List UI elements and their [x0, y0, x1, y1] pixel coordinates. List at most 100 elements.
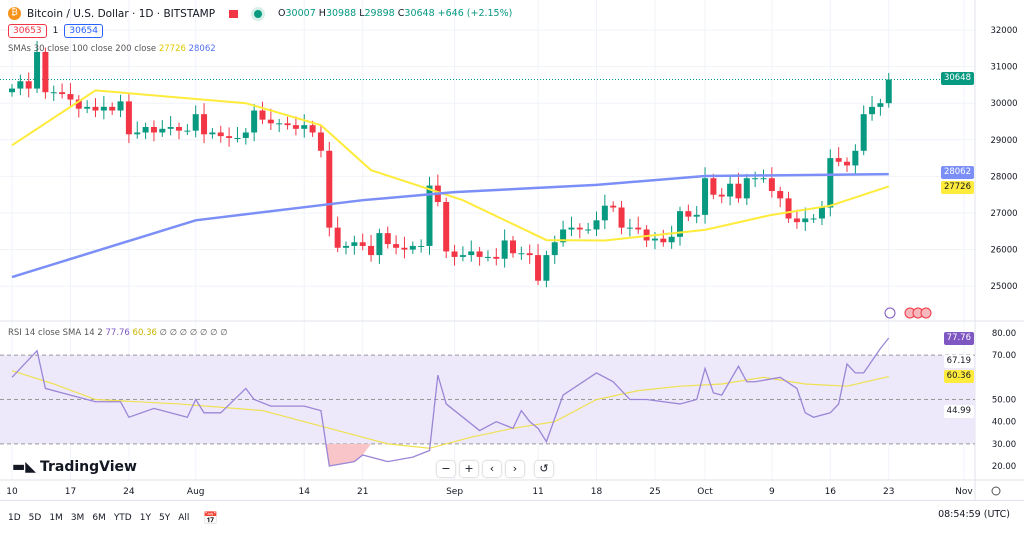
sell-button[interactable]: 30653	[8, 24, 47, 38]
candle-body	[59, 92, 66, 95]
candle-body	[618, 207, 625, 228]
scroll-right-button[interactable]: ›	[506, 461, 524, 477]
candle-body	[844, 161, 850, 166]
candle-body	[760, 178, 767, 180]
chart-canvas[interactable]: 10 17 24 Aug 14 21 Sep 11 18 25 Oct 9 16 23 Nov 25000 26…	[0, 0, 1024, 500]
candle-body	[710, 178, 717, 195]
price-tick-label: 28000	[990, 172, 1017, 182]
candle-body	[209, 132, 216, 135]
timeframe-5d[interactable]: 5D	[28, 512, 42, 523]
candle-body	[292, 125, 299, 129]
candle-body	[426, 185, 433, 246]
candle-body	[543, 255, 550, 281]
x-tick-label: 10	[6, 487, 18, 497]
earnings-icon	[920, 307, 932, 319]
candle-body	[284, 123, 291, 126]
timeframe-ytd[interactable]: YTD	[113, 512, 132, 523]
candle-body	[167, 126, 174, 129]
x-tick-label: Oct	[697, 487, 713, 497]
event-icon	[884, 307, 896, 319]
x-tick-label: 18	[591, 487, 603, 497]
timeframe-1d[interactable]: 1D	[8, 512, 21, 523]
rsi-legend[interactable]: RSI 14 close SMA 14 2 77.76 60.36 ∅ ∅ ∅ …	[8, 328, 228, 338]
candle-body	[25, 81, 32, 89]
candle-body	[677, 211, 683, 237]
candle-body	[768, 178, 775, 192]
candle-body	[568, 227, 575, 230]
zoom-out-button[interactable]: −	[437, 461, 455, 477]
candle-body	[626, 227, 633, 229]
candle-body	[518, 253, 525, 255]
candle-body	[601, 205, 608, 221]
candle-body	[276, 123, 283, 125]
candle-body	[301, 125, 308, 129]
candle-body	[117, 101, 124, 111]
candle-body	[702, 178, 709, 215]
tv-logo-icon: ▬◣	[12, 459, 36, 475]
candle-body	[752, 178, 759, 180]
timeframe-1y[interactable]: 1Y	[139, 512, 151, 523]
candle-body	[50, 92, 57, 94]
ohlc-values: O30007 H30988 L29898 C30648 +646 (+2.15%…	[278, 8, 513, 19]
x-tick-label: 9	[769, 487, 775, 497]
bid-ask: 30653 1 30654	[8, 24, 104, 38]
x-tick-label: 24	[123, 487, 135, 497]
sma200-tag: 28062	[940, 166, 974, 179]
candle-body	[359, 242, 366, 246]
symbol-title[interactable]: Bitcoin / U.S. Dollar · 1D · BITSTAMP	[27, 7, 216, 20]
rsi-lower-tag: 44.99	[943, 405, 974, 418]
candle-body	[593, 220, 600, 230]
price-tick-label: 26000	[990, 246, 1017, 256]
candle-body	[443, 202, 450, 252]
candle-body	[393, 244, 400, 248]
tradingview-logo[interactable]: ▬◣ TradingView	[12, 459, 137, 475]
candle-body	[743, 178, 750, 199]
timeframe-3m[interactable]: 3M	[70, 512, 85, 523]
timeframe-6m[interactable]: 6M	[92, 512, 106, 523]
candle-body	[510, 240, 516, 254]
candle-body	[651, 238, 658, 241]
candle-body	[643, 229, 650, 241]
symbol-header: ₿ Bitcoin / U.S. Dollar · 1D · BITSTAMP …	[8, 7, 512, 20]
candle-body	[476, 251, 483, 257]
candle-body	[484, 256, 491, 258]
bottom-toolbar: 1D 5D 1M 3M 6M YTD 1Y 5Y All 📅	[0, 500, 1024, 534]
candle-body	[526, 253, 533, 256]
candle-body	[685, 211, 692, 217]
candle-body	[309, 125, 316, 133]
rsi-tick-label: 70.00	[992, 351, 1016, 361]
candle-body	[368, 245, 375, 256]
candle-body	[34, 51, 41, 89]
candle-body	[100, 106, 107, 111]
timeframe-all[interactable]: All	[178, 512, 190, 523]
candle-body	[9, 88, 15, 93]
timeframe-1m[interactable]: 1M	[49, 512, 63, 523]
candle-body	[109, 106, 116, 111]
date-range-icon[interactable]: 📅	[203, 510, 219, 525]
x-tick-label: Nov	[955, 487, 973, 497]
candle-body	[827, 158, 834, 208]
candle-body	[501, 240, 508, 259]
timeframe-5y[interactable]: 5Y	[158, 512, 171, 523]
candle-body	[259, 110, 266, 120]
x-tick-label: Aug	[187, 487, 205, 497]
rsi-tick-label: 50.00	[992, 396, 1016, 406]
rsi-tick-label: 40.00	[992, 418, 1016, 428]
candle-body	[585, 229, 592, 231]
rsi-oversold-fill	[325, 443, 372, 467]
candle-body	[42, 51, 49, 93]
flag-icon[interactable]	[229, 9, 239, 18]
zoom-in-button[interactable]: +	[460, 461, 478, 477]
rsi-upper-tag: 67.19	[943, 355, 974, 368]
bitcoin-icon: ₿	[8, 7, 21, 20]
candle-body	[217, 132, 224, 137]
scroll-left-button[interactable]: ‹	[483, 461, 501, 477]
reset-button[interactable]: ↺	[535, 461, 553, 477]
candle-body	[835, 158, 842, 162]
x-tick-label: 23	[883, 487, 894, 497]
sma-legend[interactable]: SMAs 30 close 100 close 200 close 27726 …	[8, 44, 216, 54]
clock[interactable]: 08:54:59 (UTC)	[938, 509, 1010, 520]
candle-body	[877, 103, 884, 107]
buy-button[interactable]: 30654	[64, 24, 104, 38]
x-tick-label: 16	[825, 487, 837, 497]
